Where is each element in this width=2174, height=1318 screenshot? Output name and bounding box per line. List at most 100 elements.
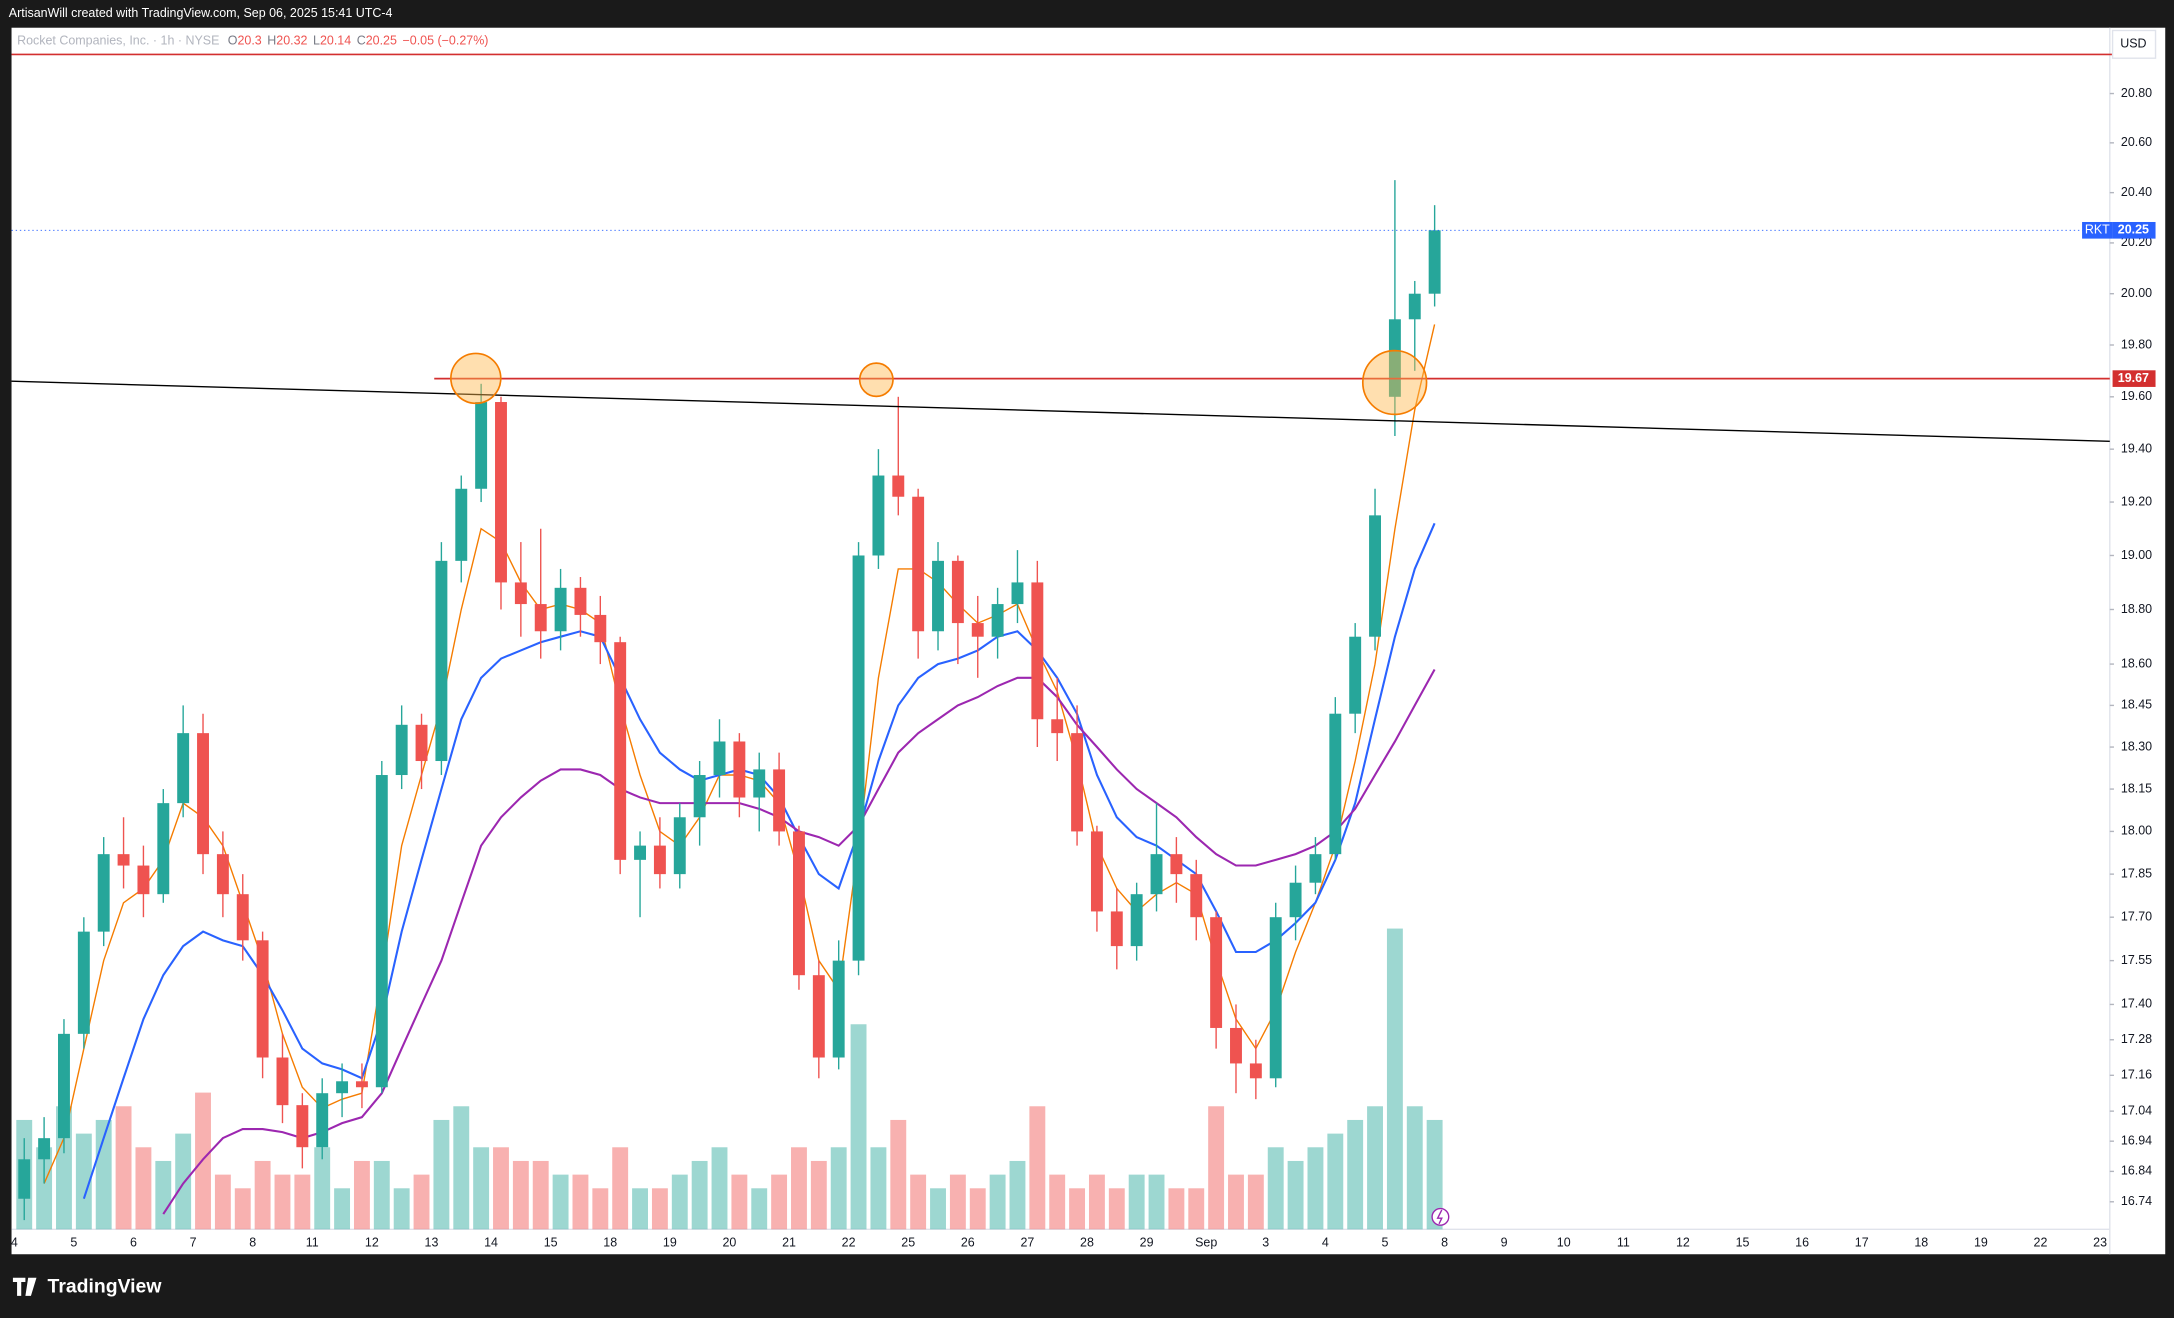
volume-bar	[671, 1174, 688, 1230]
volume-bar	[1188, 1188, 1205, 1230]
x-tick-label: 28	[1080, 1235, 1094, 1249]
y-tick-label: 19.20	[2121, 494, 2152, 508]
grid	[2109, 92, 2114, 1203]
volume-bar	[353, 1160, 370, 1230]
candle-body	[157, 803, 170, 895]
legend-change: −0.05 (−0.27%)	[402, 34, 488, 48]
x-tick-label: 12	[1676, 1235, 1690, 1249]
x-tick-label: 12	[365, 1235, 379, 1249]
candle-body	[296, 1105, 309, 1148]
y-tick-label: 18.80	[2121, 602, 2152, 616]
volume-bar	[949, 1174, 966, 1230]
candle-body	[1110, 911, 1123, 947]
legend-value: 20.14	[320, 34, 351, 48]
y-tick-label: 17.16	[2121, 1068, 2152, 1082]
y-tick-label: 18.60	[2121, 656, 2152, 670]
volume-bar	[135, 1147, 152, 1230]
candle-body	[991, 604, 1004, 637]
events-bolt	[1436, 1209, 1443, 1225]
candle-body	[395, 724, 408, 776]
candle-body	[495, 402, 507, 583]
volume-bar	[1327, 1133, 1344, 1230]
volume-bar	[1367, 1106, 1383, 1230]
price-label: 20.25	[2118, 223, 2149, 237]
candle-body	[216, 854, 229, 895]
candle-body	[1090, 831, 1103, 912]
volume-bar	[1029, 1106, 1046, 1230]
volume-bar	[592, 1188, 609, 1230]
x-tick-label: 18	[1914, 1235, 1928, 1249]
trend-line	[11, 380, 2110, 442]
candle-body	[614, 642, 627, 860]
x-tick-label: 7	[190, 1235, 197, 1249]
candle-body	[872, 475, 885, 556]
candle-body	[355, 1081, 368, 1088]
x-tick-label: 16	[1795, 1235, 1809, 1249]
y-tick-label: 16.94	[2121, 1133, 2152, 1147]
candle-body	[97, 854, 110, 932]
candle-body	[137, 865, 150, 895]
candle-body	[753, 769, 766, 798]
candle-body	[554, 587, 567, 632]
x-tick-label: 22	[2034, 1235, 2048, 1249]
volume-bar	[651, 1188, 668, 1230]
brand: TradingView	[48, 1276, 163, 1298]
y-tick-label: 19.80	[2121, 337, 2152, 351]
candle-body	[1150, 854, 1163, 895]
candle-body	[733, 741, 746, 798]
events-icon[interactable]	[1431, 1207, 1450, 1226]
candle-body	[832, 960, 845, 1058]
volume-bar	[393, 1188, 410, 1230]
candle-body	[58, 1033, 70, 1139]
highlight-circle	[1361, 349, 1428, 416]
volume-bar	[234, 1188, 251, 1230]
volume-bar	[1406, 1106, 1423, 1230]
volume-bar	[1307, 1147, 1324, 1230]
x-tick-label: 4	[1322, 1235, 1329, 1249]
volume-bar	[155, 1160, 172, 1230]
x-tick-label: 17	[1855, 1235, 1869, 1249]
candle-body	[1210, 917, 1223, 1028]
currency[interactable]: USD	[2120, 37, 2146, 51]
volume-bar	[512, 1160, 529, 1230]
volume-bar	[314, 1147, 331, 1230]
currency-box[interactable]	[2111, 29, 2157, 59]
candle-body	[713, 741, 726, 776]
volume-bar	[453, 1106, 470, 1230]
candle-body	[1011, 582, 1024, 605]
x-tick-label: 26	[961, 1235, 975, 1249]
legend-value: 20.3	[237, 34, 261, 48]
volume-bar	[1347, 1119, 1364, 1230]
candle-body	[1329, 713, 1342, 855]
volume-bar	[1088, 1174, 1105, 1230]
candle-body	[276, 1057, 289, 1106]
x-tick-label: 9	[1501, 1235, 1508, 1249]
x-tick-label: 25	[901, 1235, 915, 1249]
candle-body	[574, 587, 587, 615]
y-tick-label: 19.60	[2121, 389, 2152, 403]
candle-body	[1349, 636, 1362, 714]
x-tick-label: Sep	[1195, 1235, 1217, 1249]
candle-body	[852, 555, 865, 961]
x-tick-label: 8	[1441, 1235, 1448, 1249]
volume-bar	[810, 1160, 827, 1230]
y-tick-label: 17.40	[2121, 997, 2152, 1011]
candle-body	[455, 488, 468, 561]
candle-body	[1428, 230, 1441, 294]
y-tick-label: 20.40	[2121, 185, 2152, 199]
volume-bar	[1247, 1174, 1264, 1230]
candle-body	[932, 560, 944, 632]
symbol-box	[2082, 221, 2113, 239]
volume-bar	[612, 1147, 629, 1230]
volume-bar	[1168, 1188, 1185, 1230]
candle-body	[415, 724, 428, 762]
candle-body	[1071, 733, 1084, 832]
volume-bar	[473, 1147, 490, 1230]
y-tick-label: 17.28	[2121, 1032, 2152, 1046]
x-tick-label: 18	[603, 1235, 617, 1249]
volume-bar	[751, 1188, 768, 1230]
candle-body	[256, 940, 269, 1058]
candle-body	[812, 975, 825, 1058]
volume-bar	[433, 1119, 450, 1230]
